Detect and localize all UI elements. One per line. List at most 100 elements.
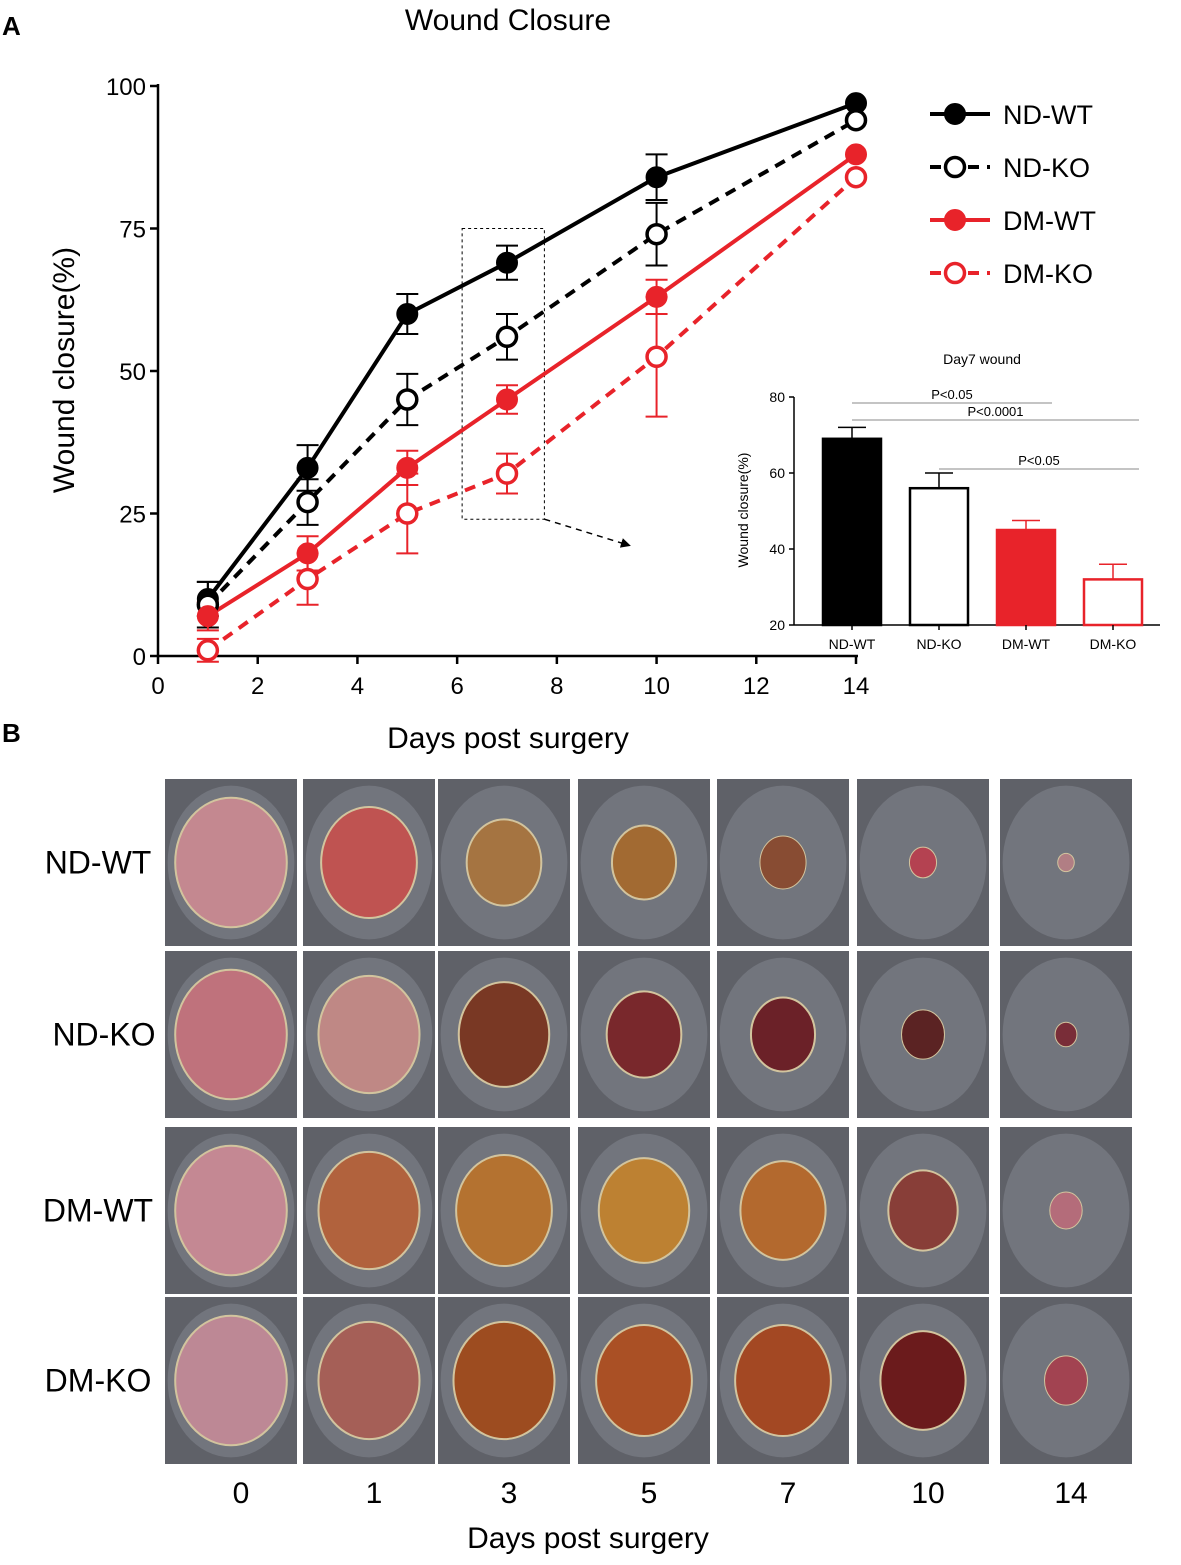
wound-area	[1054, 1021, 1078, 1048]
photo-grid-xlabel: Days post surgery	[467, 1522, 709, 1555]
data-point-dm-wt	[196, 605, 219, 628]
wound-area	[901, 1009, 945, 1060]
y-tick-label: 75	[119, 217, 146, 244]
series-line-dm-ko	[206, 175, 858, 652]
row-label-nd-ko: ND-KO	[52, 1017, 155, 1053]
wound-area	[317, 1320, 421, 1441]
row-label-dm-wt: DM-WT	[43, 1193, 153, 1229]
line-chart-ylabel: Wound closure(%)	[48, 247, 81, 493]
x-tick-label: 14	[843, 673, 870, 700]
data-point-dm-wt	[496, 388, 518, 411]
data-point-nd-wt	[645, 166, 668, 189]
wound-area	[908, 846, 938, 879]
y-tick-label: 25	[119, 502, 146, 529]
bar-x-tick-label: ND-KO	[916, 636, 961, 652]
data-point-nd-wt	[296, 456, 319, 479]
wound-area	[749, 996, 817, 1073]
wound-area	[317, 974, 421, 1095]
wound-area	[174, 968, 288, 1101]
day-label-1: 1	[366, 1477, 383, 1510]
legend-marker-dm-wt	[944, 209, 966, 231]
panel-b-label: B	[2, 718, 21, 748]
data-point-nd-ko	[495, 325, 519, 349]
data-point-dm-ko	[296, 567, 319, 591]
data-point-dm-wt	[645, 285, 668, 308]
row-label-dm-ko: DM-KO	[45, 1363, 152, 1399]
legend-label-nd-wt: ND-WT	[1003, 100, 1093, 130]
data-point-nd-ko	[296, 490, 319, 514]
bar-dm-ko	[1082, 578, 1144, 627]
wound-area	[887, 1169, 959, 1252]
wound-area	[1049, 1191, 1083, 1230]
bar-nd-wt	[821, 437, 883, 627]
significance-label: P<0.0001	[967, 404, 1023, 419]
significance-label: P<0.05	[931, 387, 973, 402]
wound-area	[1057, 852, 1075, 873]
legend-marker-nd-ko	[943, 155, 967, 179]
wound-photo-grid: ND-WT ND-KO DM-WT DM-KO 0 1 3 5 7 10 14	[43, 779, 1132, 1510]
wound-area	[465, 818, 543, 907]
data-point-nd-ko	[645, 222, 668, 246]
wound-area	[320, 805, 418, 920]
y-tick-label: 100	[106, 74, 146, 101]
wound-area	[739, 1160, 827, 1261]
bar-nd-ko	[908, 486, 970, 627]
wound-area	[605, 990, 683, 1079]
data-point-dm-wt	[845, 143, 867, 166]
x-tick-label: 10	[643, 673, 670, 700]
y-tick-label: 0	[133, 644, 146, 671]
bar-x-tick-label: DM-WT	[1002, 636, 1051, 652]
bar-chart-ylabel: Wound closure(%)	[735, 453, 751, 568]
data-point-nd-ko	[396, 388, 419, 411]
legend-label-dm-wt: DM-WT	[1003, 206, 1096, 236]
bar-chart: 20 40 60 80 ND-WT ND-KO DM-WT DM-KO P<0.05 P<0.00…	[769, 387, 1160, 652]
line-chart-legend: ND-WT ND-KO DM-WT DM-KO	[930, 100, 1096, 289]
bar-x-tick-label: DM-KO	[1090, 636, 1137, 652]
line-chart-title: Wound Closure	[405, 4, 611, 37]
inset-arrow	[544, 518, 631, 548]
day-label-5: 5	[641, 1477, 658, 1510]
x-tick-label: 2	[251, 673, 264, 700]
bar-dm-wt	[995, 528, 1057, 627]
data-point-dm-wt	[296, 542, 319, 565]
data-point-nd-wt	[496, 251, 518, 274]
legend-label-dm-ko: DM-KO	[1003, 259, 1093, 289]
wound-area	[759, 835, 807, 890]
series-line-dm-wt	[206, 152, 858, 618]
series-line-nd-ko	[206, 118, 857, 607]
bar-y-tick-label: 40	[769, 541, 785, 557]
wound-area	[174, 1144, 288, 1277]
wound-area	[452, 1320, 556, 1441]
wound-area	[734, 1323, 832, 1438]
data-point-dm-ko	[196, 639, 220, 662]
day-label-14: 14	[1054, 1477, 1087, 1510]
x-tick-label: 0	[151, 673, 164, 700]
wound-area	[174, 796, 288, 929]
x-tick-label: 4	[351, 673, 364, 700]
significance-label: P<0.05	[1018, 453, 1060, 468]
data-point-dm-ko	[844, 165, 868, 189]
wound-area	[174, 1314, 288, 1447]
legend-marker-dm-ko	[943, 261, 967, 285]
legend-marker-nd-wt	[944, 103, 966, 125]
series-line-nd-wt	[206, 101, 857, 601]
wound-area	[457, 981, 551, 1088]
wound-area	[317, 1150, 421, 1271]
bar-y-tick-label: 80	[769, 389, 785, 405]
panel-a-label: A	[2, 11, 21, 41]
wound-area	[597, 1157, 691, 1264]
data-point-nd-wt	[396, 303, 419, 325]
data-point-dm-ko	[396, 502, 419, 525]
line-chart: 0 25 50 75 100 0 2 4 6 8 10 12 14	[106, 74, 869, 700]
x-tick-label: 8	[550, 673, 563, 700]
data-point-nd-ko	[844, 108, 868, 132]
wound-area	[455, 1153, 553, 1268]
wound-area	[610, 824, 678, 901]
data-point-dm-wt	[396, 456, 419, 479]
y-tick-label: 50	[119, 359, 146, 386]
data-point-dm-ko	[495, 462, 519, 485]
day-label-0: 0	[233, 1477, 250, 1510]
x-tick-label: 6	[450, 673, 463, 700]
legend-label-nd-ko: ND-KO	[1003, 153, 1090, 183]
wound-area	[1044, 1355, 1088, 1406]
